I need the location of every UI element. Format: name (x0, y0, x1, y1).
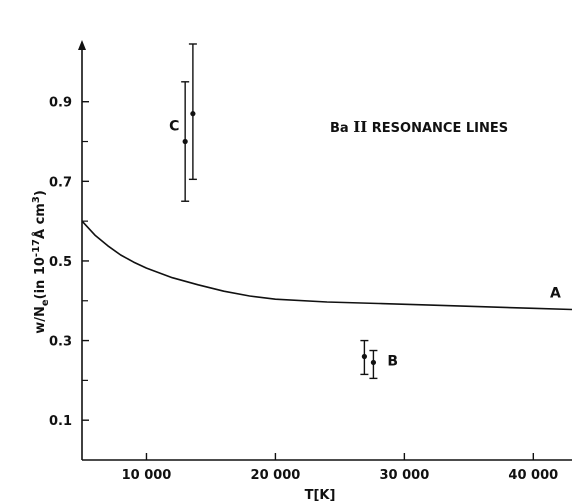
curve-A (81, 220, 572, 311)
data-point (361, 353, 367, 360)
data-point (190, 111, 196, 117)
ticks: 0.1 0.3 0.5 0.7 0.9 10 000 20 000 30 000 40 000 (49, 96, 558, 483)
y-tick-label: 0.3 (49, 335, 72, 350)
y-axis-title: w/Ne(in 10-17Å cm3) (31, 190, 51, 334)
y-tick-label: 0.9 (49, 96, 72, 111)
x-axis-title: T[K] (305, 488, 336, 503)
marks (81, 43, 572, 380)
y-tick-label: 0.7 (49, 175, 72, 190)
y-tick-label: 0.5 (49, 255, 72, 270)
x-tick-label: 40 000 (508, 468, 558, 483)
y-axis-arrow (78, 40, 86, 50)
axes (78, 40, 572, 461)
point-group-label-C: C (169, 119, 179, 135)
point-group-label-B: B (387, 353, 398, 369)
labels: A C B (169, 119, 561, 370)
x-tick-label: 30 000 (379, 468, 429, 483)
data-point (182, 138, 188, 145)
chart-heading: Ba II RESONANCE LINES (330, 118, 508, 136)
y-tick-label: 0.1 (49, 414, 72, 429)
x-tick-label: 20 000 (251, 468, 301, 483)
x-tick-label: 10 000 (122, 468, 172, 483)
data-point (370, 359, 377, 366)
curve-label-A: A (550, 286, 561, 302)
